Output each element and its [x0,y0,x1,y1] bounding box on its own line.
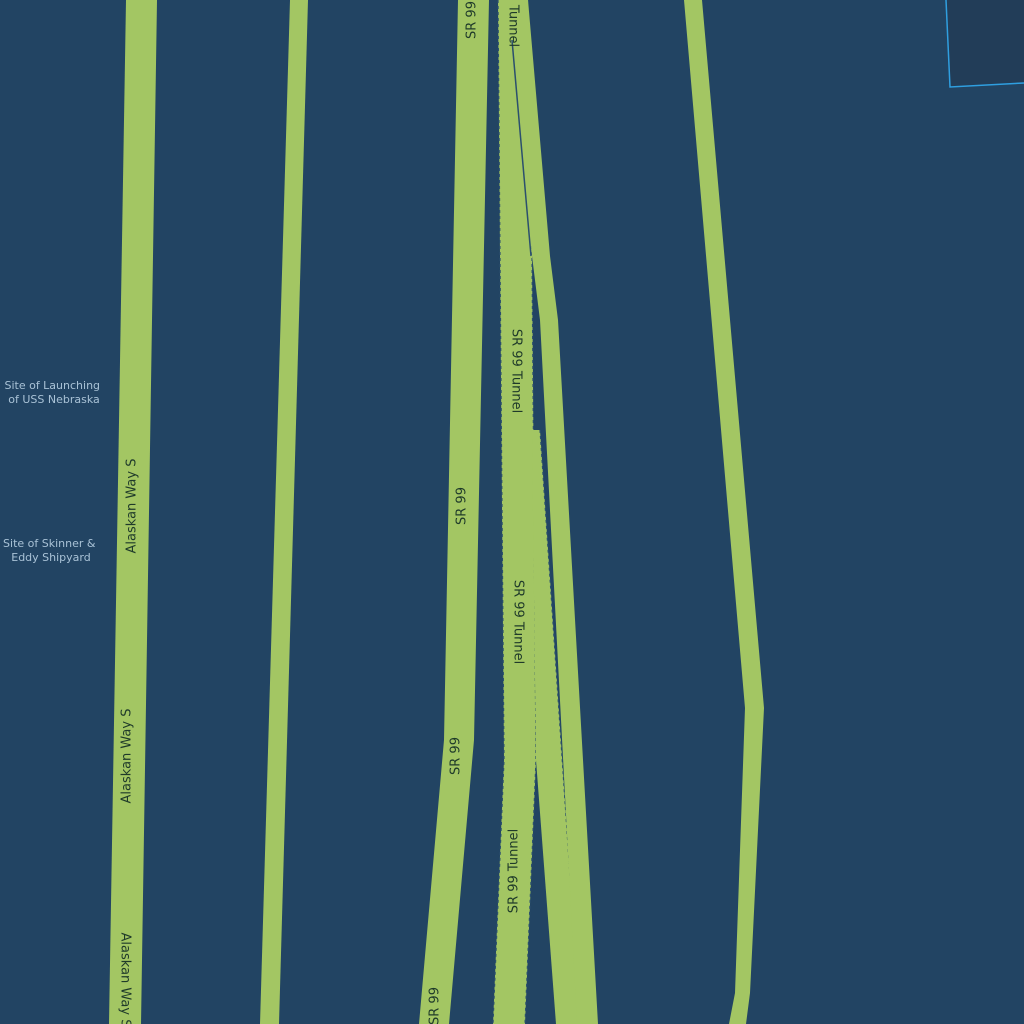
label-alaskan-way-s-3: Alaskan Way S [118,933,133,1024]
road-east[interactable] [684,0,764,1024]
label-alaskan-way-s-1: Alaskan Way S [125,459,140,554]
label-sr-99-4: SR 99 [428,987,443,1024]
label-sr-99-tunnel-2: SR 99 Tunnel [509,329,524,413]
label-sr-99-1: SR 99 [465,1,480,39]
poi-uss-nebraska-line-2: of USS Nebraska [8,393,100,406]
label-sr-99-3: SR 99 [449,737,464,775]
label-sr-99-tunnel-1: Tunnel [506,4,521,47]
road-sr-99-tunnel-branch[interactable] [532,430,580,1024]
poi-uss-nebraska-line-1: Site of Launching [4,379,100,392]
boundary-line [945,0,1024,88]
label-sr-99-tunnel-3: SR 99 Tunnel [511,580,526,664]
label-sr-99-tunnel-4: SR 99 Tunnel [507,829,522,913]
ramp-divider [511,39,532,257]
poi-skinner-eddy-line-2: Eddy Shipyard [11,551,90,564]
poi-uss-nebraska[interactable]: Site of Launching of USS Nebraska [4,379,103,406]
tunnel-edge-left [492,0,505,1024]
label-sr-99-2: SR 99 [455,487,470,525]
poi-skinner-eddy-line-1: Site of Skinner & [3,537,96,550]
poi-skinner-eddy-shipyard[interactable]: Site of Skinner & Eddy Shipyard [3,537,99,564]
label-alaskan-way-s-2: Alaskan Way S [120,709,135,804]
road-sr-99[interactable] [419,0,489,1024]
road-alaskan-way-s[interactable] [109,0,157,1024]
road-ramp[interactable] [512,0,598,1024]
land-patch [946,0,1024,87]
road-minor[interactable] [260,0,308,1024]
